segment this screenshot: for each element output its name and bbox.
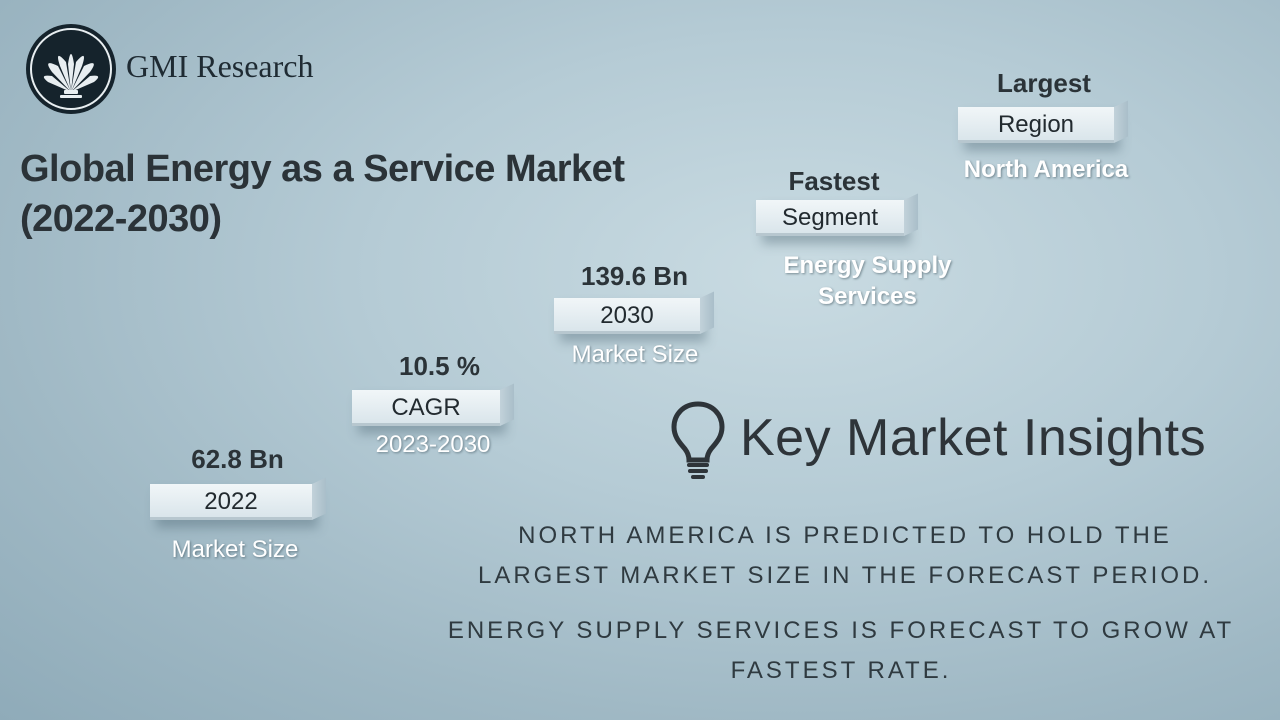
step-region-plate: Region xyxy=(958,107,1114,143)
title-line-1: Global Energy as a Service Market xyxy=(20,148,625,190)
insight-point-1: NORTH AMERICA IS PREDICTED TO HOLD THE L… xyxy=(477,522,1212,589)
step-2030-value: 139.6 Bn xyxy=(581,261,688,291)
fan-palm-logo-icon xyxy=(26,24,116,114)
brand-name: GMI Research xyxy=(126,48,314,84)
step-region-value: Largest xyxy=(997,68,1091,98)
step-2030-sub: Market Size xyxy=(571,341,699,368)
step-2022-plate: 2022 xyxy=(150,484,312,520)
title-line-2: (2022-2030) xyxy=(20,198,222,240)
step-cagr-value: 10.5 % xyxy=(399,351,480,381)
step-segment-value: Fastest xyxy=(788,166,880,196)
lightbulb-icon xyxy=(668,400,728,480)
page-title: Global Energy as a Service Market (2022-… xyxy=(20,144,625,244)
insight-point-2: ENERGY SUPPLY SERVICES IS FORECAST TO GR… xyxy=(447,617,1235,684)
step-cagr-plate: CAGR xyxy=(352,390,500,426)
key-insights-title: Key Market Insights xyxy=(740,409,1207,467)
step-2030-plate: 2030 xyxy=(554,298,700,334)
step-region-sub: North America xyxy=(963,156,1129,183)
step-cagr-sub: 2023-2030 xyxy=(375,431,491,458)
step-2022-value: 62.8 Bn xyxy=(191,444,284,474)
step-segment-plate: Segment xyxy=(756,200,904,236)
step-2022-sub: Market Size xyxy=(171,536,299,563)
step-segment-sub: Energy Supply Services xyxy=(783,252,952,310)
gmi-logo xyxy=(24,22,118,116)
